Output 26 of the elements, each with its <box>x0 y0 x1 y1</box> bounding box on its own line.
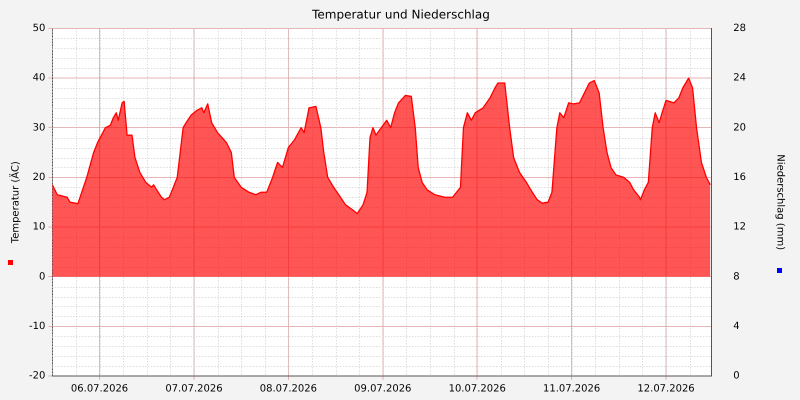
y-tick-label: 20 <box>32 172 46 183</box>
y2-tick-label: 4 <box>733 320 740 332</box>
x-tick-label: 08.07.2026 <box>260 384 318 395</box>
x-tick-label: 09.07.2026 <box>354 384 412 395</box>
y-tick-label: 50 <box>32 22 46 34</box>
x-tick-label: 12.07.2026 <box>637 384 695 395</box>
y-tick-label: -20 <box>28 370 46 382</box>
y-tick-label: 40 <box>32 72 46 84</box>
y-axis-title: Temperatur (ÄC) <box>8 161 22 244</box>
x-tick-label: 10.07.2026 <box>448 384 506 395</box>
y2-axis-title: Niederschlag (mm) <box>774 154 786 250</box>
x-tick-label: 06.07.2026 <box>70 384 128 395</box>
x-tick-label: 11.07.2026 <box>542 384 600 395</box>
x-tick-label: 07.07.2026 <box>165 384 223 395</box>
y-tick-label: 30 <box>32 122 46 134</box>
y2-tick-label: 24 <box>733 72 746 84</box>
y-tick-label: 0 <box>38 271 46 282</box>
y-tick-label: -10 <box>28 320 46 332</box>
y2-tick-label: 20 <box>733 122 746 134</box>
y2-tick-label: 28 <box>733 22 746 34</box>
y2-tick-label: 12 <box>733 222 746 233</box>
y2-tick-label: 0 <box>733 370 740 382</box>
y2-tick-label: 16 <box>733 172 746 183</box>
y2-tick-label: 8 <box>733 271 740 282</box>
chart-title: Temperatur und Niederschlag <box>311 7 490 22</box>
y-tick-label: 10 <box>32 222 46 233</box>
